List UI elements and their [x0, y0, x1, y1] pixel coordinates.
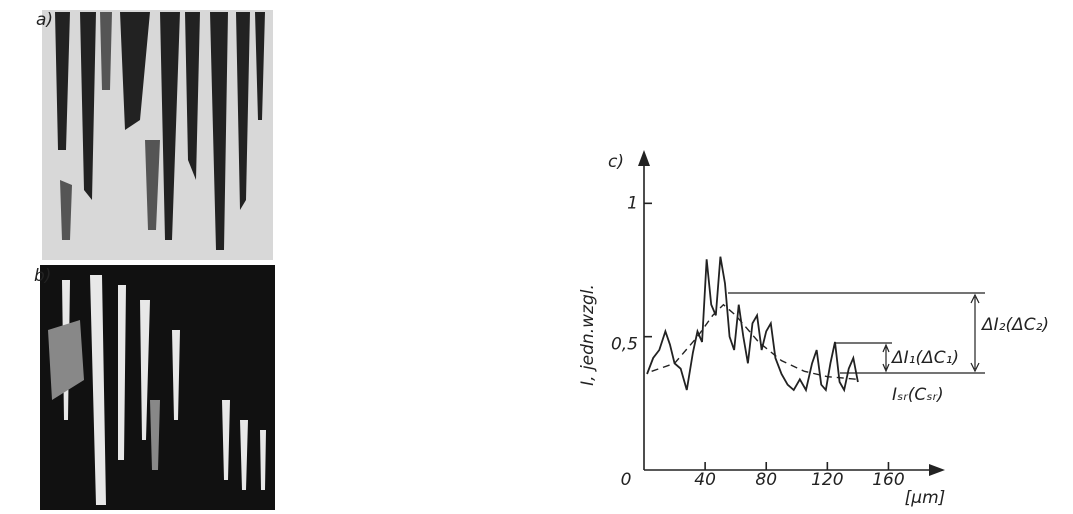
panel-label: a) [36, 10, 53, 30]
panel-label: c) [608, 152, 624, 172]
x-axis-label: [μm] [905, 488, 946, 508]
intensity-line [647, 257, 858, 390]
mean-line [652, 305, 858, 380]
photo-a [42, 10, 273, 260]
x-tick-label: 120 [811, 470, 843, 490]
x-tick-label: 0 [621, 470, 632, 490]
annotation: Iₛᵣ(Cₛᵣ) [892, 385, 944, 405]
y-tick-label: 0,5 [611, 335, 638, 355]
x-tick-label: 80 [755, 470, 777, 490]
x-tick-label: 160 [872, 470, 904, 490]
y-axis-label: I, jedn.wzgl. [578, 284, 598, 386]
y-tick-label: 1 [627, 193, 638, 213]
annotation: ΔI₂(ΔC₂) [980, 315, 1049, 335]
annotation: ΔI₁(ΔC₁) [890, 348, 959, 368]
axis-arrow [929, 464, 945, 476]
figure: a) b) c) I, jedn.wzgl. [μm] ΔI₂(ΔC₂) ΔI₁… [0, 0, 1073, 514]
panel-label: b) [34, 266, 51, 286]
axis-arrow [638, 150, 650, 166]
photo-b [40, 265, 275, 510]
x-tick-label: 40 [694, 470, 716, 490]
